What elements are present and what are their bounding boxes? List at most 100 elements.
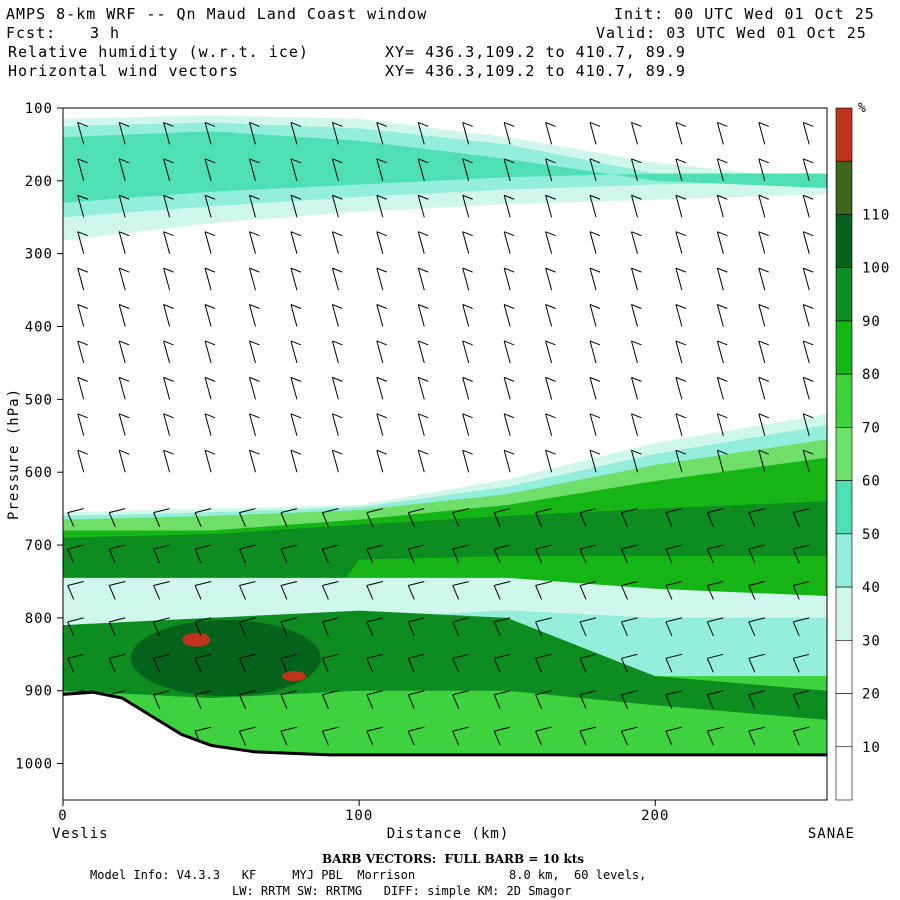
wind-barb-flag — [249, 158, 260, 164]
wind-barb-flag — [204, 158, 216, 164]
wind-barb — [748, 508, 765, 514]
wind-barb — [153, 580, 170, 586]
wind-barb-flag — [803, 304, 814, 309]
wind-barb — [630, 158, 638, 181]
wind-barb-flag — [67, 621, 75, 637]
wind-barb — [452, 726, 469, 732]
wind-barb-flag — [407, 621, 415, 637]
wind-barb-flag — [239, 730, 246, 746]
rh-low-max-110-b — [281, 671, 306, 682]
wind-barb — [239, 726, 256, 732]
wind-barb-flag — [579, 694, 587, 709]
wind-barb-flag — [503, 158, 515, 164]
wind-barb-flag — [290, 231, 302, 237]
wind-barb-flag — [462, 304, 473, 309]
wind-barb-flag — [77, 340, 88, 346]
x-tick-label: 100 — [345, 808, 373, 824]
wind-barb-flag — [535, 548, 543, 564]
wind-barb — [748, 544, 765, 550]
wind-barb — [716, 377, 724, 400]
wind-barb — [67, 580, 84, 586]
wind-barb-flag — [249, 267, 260, 273]
colorbar-label: 30 — [862, 633, 881, 649]
wind-barb — [545, 158, 553, 181]
wind-barb — [707, 508, 724, 514]
wind-barb-flag — [545, 340, 556, 346]
wind-barb — [109, 580, 126, 586]
colorbar-label: 20 — [862, 687, 881, 703]
chart-title: AMPS 8-km WRF -- Qn Maud Land Coast wind… — [6, 5, 428, 23]
wind-barb — [545, 122, 553, 145]
wind-barb-flag — [631, 158, 642, 164]
wind-barb — [163, 158, 171, 181]
wind-barb-flag — [665, 585, 673, 600]
wind-barb-flag — [665, 658, 673, 673]
wind-barb — [109, 544, 126, 550]
wind-barb-flag — [321, 548, 329, 564]
cross-section-coords-1: XY= 436.3,109.2 to 410.7, 89.9 — [385, 43, 686, 61]
wind-barb — [376, 377, 384, 400]
wind-barb — [665, 653, 683, 659]
wind-barb-flag — [717, 194, 728, 200]
wind-barb-flag — [462, 449, 473, 455]
wind-barb-flag — [792, 694, 800, 709]
wind-barb-flag — [748, 730, 756, 746]
wind-barb — [417, 340, 425, 364]
wind-barb — [503, 340, 511, 364]
rh-low-max-110-a — [182, 632, 211, 647]
y-tick-label: 100 — [25, 101, 53, 117]
wind-barb — [545, 231, 553, 254]
wind-barb-flag — [163, 413, 174, 419]
wind-barb — [280, 544, 298, 550]
wind-barb — [194, 544, 212, 550]
wind-barb — [280, 690, 298, 696]
wind-barb-flag — [376, 231, 387, 237]
wind-barb — [503, 122, 511, 145]
wind-barb-flag — [332, 121, 343, 127]
wind-barb-flag — [108, 658, 116, 673]
wind-barb-flag — [675, 304, 687, 309]
wind-barb-flag — [77, 449, 88, 455]
wind-barb-flag — [792, 585, 800, 600]
wind-barb — [589, 267, 597, 291]
y-tick-label: 700 — [25, 538, 53, 554]
wind-barb — [535, 653, 552, 659]
wind-barb-flag — [332, 231, 343, 237]
wind-barb-flag — [153, 548, 161, 564]
colorbar-swatch — [835, 320, 853, 375]
wind-barb — [675, 377, 683, 400]
wind-barb — [494, 617, 511, 623]
wind-barb-flag — [366, 730, 374, 746]
wind-barb — [331, 122, 339, 145]
wind-barb — [545, 377, 553, 400]
wind-barb-flag — [67, 512, 75, 527]
wind-barb — [802, 413, 810, 436]
colorbar-swatch — [835, 586, 853, 641]
wind-barb — [163, 267, 171, 291]
wind-barb — [503, 304, 511, 327]
wind-barb-flag — [290, 376, 302, 382]
wind-barb — [248, 413, 256, 436]
wind-barb — [67, 544, 84, 550]
wind-barb-flag — [758, 304, 769, 309]
wind-barb-flag — [153, 512, 161, 527]
wind-barb-flag — [675, 231, 687, 237]
wind-barb-flag — [803, 121, 814, 127]
wind-barb — [707, 690, 724, 696]
wind-barb — [748, 653, 765, 659]
wind-barb — [802, 158, 810, 181]
wind-barb-flag — [239, 621, 246, 637]
wind-barb — [376, 195, 384, 218]
y-tick-label: 200 — [25, 174, 53, 190]
wind-barb — [630, 413, 638, 436]
wind-barb — [248, 267, 256, 291]
wind-barb — [675, 122, 683, 145]
wind-barb-flag — [675, 340, 687, 346]
wind-barb-flag — [579, 621, 587, 637]
wind-barb-flag — [332, 304, 343, 309]
colorbar-label: 100 — [862, 261, 890, 277]
wind-barb — [290, 304, 298, 327]
wind-barb — [280, 617, 298, 623]
y-tick-label: 400 — [25, 320, 53, 336]
